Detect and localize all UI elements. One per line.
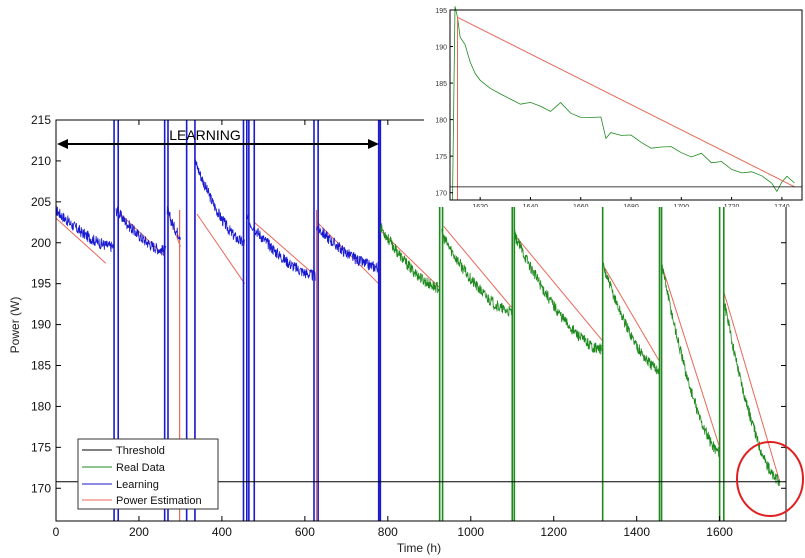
learning-cycle (115, 206, 167, 257)
y-tick-label: 210 (31, 154, 51, 168)
legend-label-power-estimation: Power Estimation (116, 495, 202, 507)
x-tick-label: 800 (378, 525, 398, 539)
x-tick-label: 0 (53, 525, 60, 539)
y-tick-label: 195 (31, 277, 51, 291)
x-tick-label: 200 (129, 525, 149, 539)
x-tick-label: 1000 (457, 525, 484, 539)
inset-y-tick-label: 180 (435, 118, 447, 125)
legend-label-threshold: Threshold (116, 445, 165, 457)
learning-cycle (166, 205, 181, 240)
power-estimation-segment (723, 291, 781, 482)
inset-x-tick-label: 1680 (623, 204, 639, 207)
x-axis-label: Time (h) (397, 541, 441, 555)
inset-y-tick-label: 175 (435, 154, 447, 161)
real-data-cycle (441, 228, 513, 317)
inset-y-tick-label: 195 (435, 8, 447, 15)
inset-x-tick-label: 1620 (472, 204, 488, 207)
learning-arrow-right-head (368, 139, 379, 149)
y-tick-label: 200 (31, 236, 51, 250)
x-tick-label: 600 (295, 525, 315, 539)
inset-power-estimation-line (457, 16, 795, 200)
power-estimation-segment (166, 209, 181, 248)
power-estimation-segment (443, 226, 513, 309)
inset-y-tick-label: 170 (435, 191, 447, 198)
y-tick-label: 175 (31, 440, 51, 454)
power-estimation-segment (196, 213, 246, 284)
power-estimation-segment (55, 217, 107, 264)
learning-cycle (246, 214, 316, 282)
power-estimation-segment (661, 267, 721, 448)
y-tick-label: 190 (31, 318, 51, 332)
learning-label: LEARNING (169, 127, 241, 143)
learning-cycle (194, 159, 246, 246)
legend-box (77, 438, 219, 510)
main-axes: 0 200 400 600 800 1000 1200 1400 1600 170 175 180 18… (31, 113, 787, 539)
inset-real-data-line (452, 6, 795, 201)
inset-y-tick-label: 190 (435, 45, 447, 52)
highlight-circle (736, 441, 804, 517)
real-data-cycle (513, 228, 602, 355)
inset-background (424, 0, 805, 207)
learning-arrow-left-head (57, 139, 68, 149)
real-data-cycle (380, 223, 441, 294)
x-tick-label: 400 (212, 525, 232, 539)
inset-chart: 1620 1640 1660 1680 1700 1720 1740 170 175 180 185… (424, 0, 805, 207)
power-estimation-segment (253, 221, 316, 276)
y-axis-label: Power (W) (8, 297, 22, 354)
inset-x-tick-label: 1700 (674, 204, 690, 207)
inset-x-tick-label: 1640 (523, 204, 539, 207)
inset-x-tick-label: 1740 (774, 204, 790, 207)
inset-axes: 1620 1640 1660 1680 1700 1720 1740 170 175 180 185… (435, 8, 803, 207)
y-tick-label: 170 (31, 481, 51, 495)
real-data-cycle (603, 262, 660, 375)
inset-x-tick-label: 1660 (573, 204, 589, 207)
inset-plot-area (450, 6, 802, 201)
learning-cycle (55, 205, 115, 252)
learning-annotation: LEARNING (57, 127, 379, 149)
main-frame (55, 119, 787, 522)
legend-label-real-data: Real Data (116, 462, 166, 474)
power-estimation-segment (603, 267, 660, 362)
y-tick-label: 215 (31, 113, 51, 127)
power-estimation-segment (513, 234, 604, 342)
x-tick-label: 1400 (623, 525, 650, 539)
x-tick-label: 1600 (706, 525, 733, 539)
inset-x-tick-label: 1720 (724, 204, 740, 207)
legend-label-learning: Learning (116, 479, 159, 491)
x-tick-label: 1200 (540, 525, 567, 539)
y-tick-label: 185 (31, 359, 51, 373)
power-estimation-segment (380, 230, 441, 289)
inset-frame (449, 9, 803, 201)
legend: Threshold Real Data Learning Power Estim… (77, 438, 219, 510)
y-tick-label: 180 (31, 399, 51, 413)
y-tick-label: 205 (31, 195, 51, 209)
inset-y-tick-label: 185 (435, 81, 447, 88)
learning-cycle (316, 222, 380, 273)
real-data-cycle (723, 303, 781, 486)
real-data-cycle (662, 264, 720, 457)
